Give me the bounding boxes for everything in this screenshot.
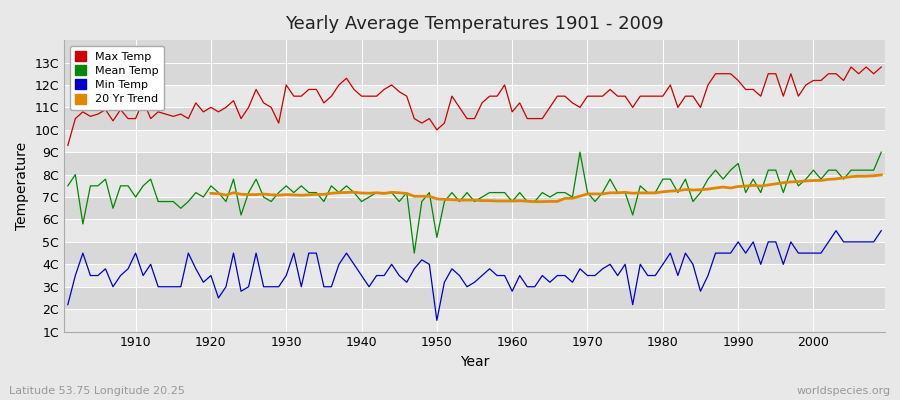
Bar [64, 175, 885, 197]
Bar [64, 107, 885, 130]
Text: worldspecies.org: worldspecies.org [796, 386, 891, 396]
Bar [64, 264, 885, 287]
Bar [64, 242, 885, 264]
Title: Yearly Average Temperatures 1901 - 2009: Yearly Average Temperatures 1901 - 2009 [285, 15, 664, 33]
Bar [64, 62, 885, 85]
Bar [64, 220, 885, 242]
Bar [64, 85, 885, 107]
Text: Latitude 53.75 Longitude 20.25: Latitude 53.75 Longitude 20.25 [9, 386, 184, 396]
Bar [64, 287, 885, 309]
Bar [64, 130, 885, 152]
Bar [64, 152, 885, 175]
Bar [64, 197, 885, 220]
Bar [64, 309, 885, 332]
Legend: Max Temp, Mean Temp, Min Temp, 20 Yr Trend: Max Temp, Mean Temp, Min Temp, 20 Yr Tre… [69, 46, 165, 110]
Y-axis label: Temperature: Temperature [15, 142, 29, 230]
X-axis label: Year: Year [460, 355, 490, 369]
